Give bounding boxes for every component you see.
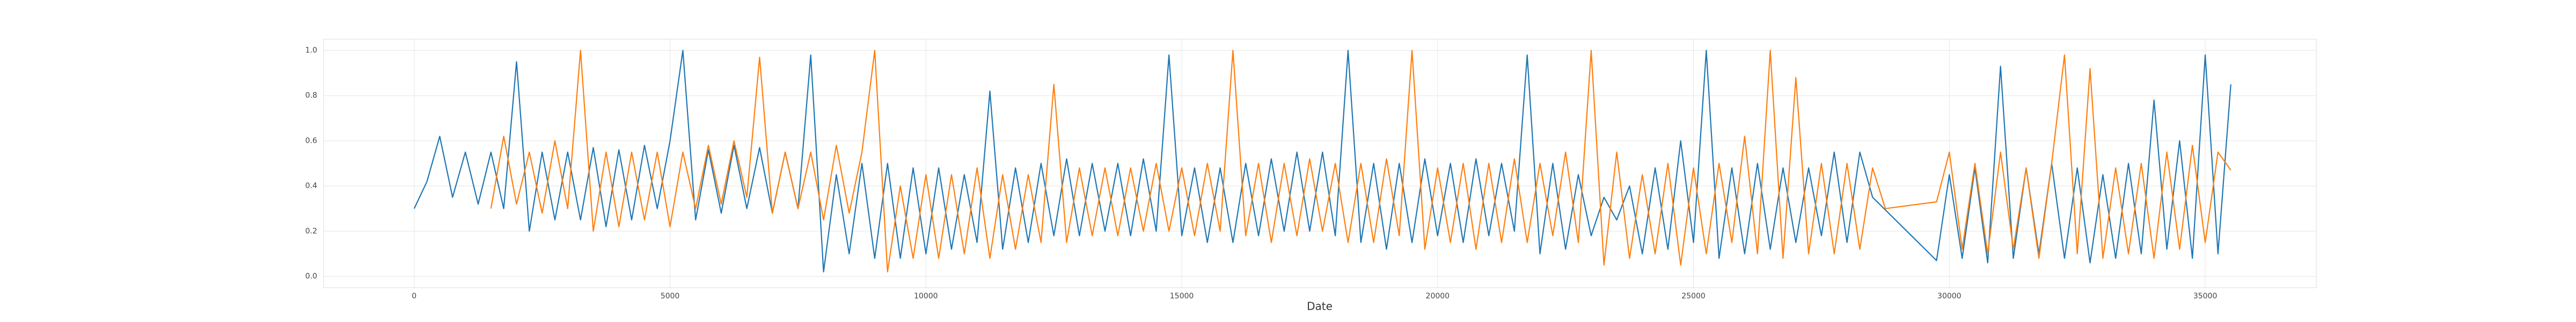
x-tick-label: 25000 bbox=[1681, 292, 1706, 301]
y-tick-label: 0.2 bbox=[305, 227, 317, 236]
x-tick-label: 20000 bbox=[1426, 292, 1450, 301]
x-tick-label: 0 bbox=[412, 292, 416, 301]
x-tick-label: 10000 bbox=[914, 292, 938, 301]
y-tick-label: 1.0 bbox=[305, 46, 317, 55]
y-tick-label: 0.6 bbox=[305, 136, 317, 145]
series-line bbox=[413, 49, 2231, 273]
y-tick-label: 0.8 bbox=[305, 91, 317, 100]
x-tick-label: 35000 bbox=[2193, 292, 2218, 301]
y-tick-label: 0.0 bbox=[305, 272, 317, 281]
y-tick-label: 0.4 bbox=[305, 182, 317, 191]
plot-frame bbox=[323, 39, 2317, 288]
series-line bbox=[490, 49, 2231, 273]
x-tick-label: 30000 bbox=[1937, 292, 1962, 301]
x-tick-label: 5000 bbox=[661, 292, 680, 301]
x-axis-label: Date bbox=[1307, 300, 1333, 313]
x-tick-label: 15000 bbox=[1170, 292, 1194, 301]
